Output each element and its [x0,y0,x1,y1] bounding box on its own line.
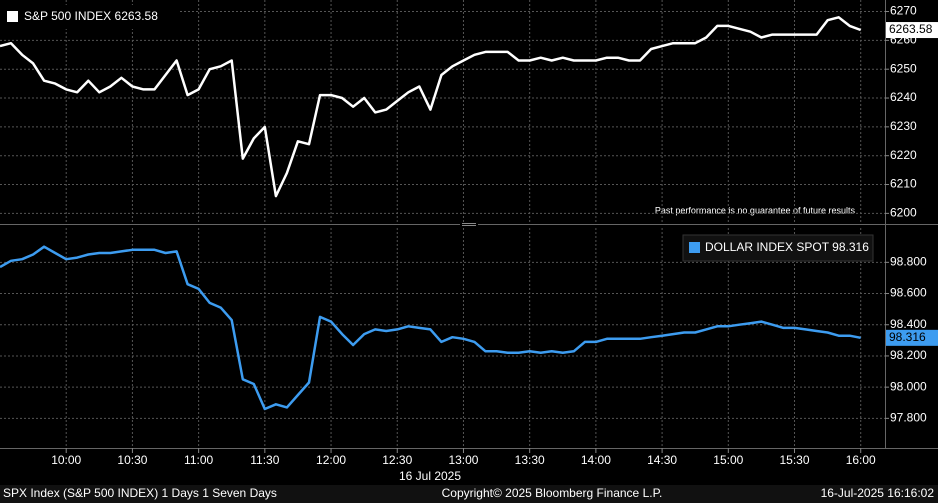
x-tick-label: 11:00 [184,453,213,467]
x-tick-label: 13:30 [515,453,545,467]
series-line [0,245,861,411]
footer-center: Copyright© 2025 Bloomberg Finance L.P. [442,486,663,500]
x-tick-label: 10:30 [117,453,147,467]
y-tick-label: 6220 [890,148,917,162]
legend-value: 6263.58 [115,9,159,23]
legend-value: 98.316 [832,240,869,254]
y-tick-label: 6240 [890,90,917,104]
legend-label: S&P 500 INDEX 6263.58 [24,9,158,23]
legend-swatch [689,242,700,253]
date-label: 16 Jul 2025 [399,469,461,483]
x-tick-label: 15:30 [779,453,809,467]
x-tick-label: 10:00 [51,453,81,467]
y-tick-label: 98.000 [890,379,927,393]
legend-label: DOLLAR INDEX SPOT 98.316 [705,240,869,254]
y-tick-label: 6270 [890,4,917,18]
last-value-tag [886,329,938,346]
separator-handle [460,222,478,227]
last-value-label: 98.316 [889,330,926,344]
x-tick-label: 11:30 [250,453,279,467]
x-tick-label: 16:00 [846,453,876,467]
x-tick-label: 15:00 [713,453,743,467]
y-tick-label: 6210 [890,177,917,191]
y-tick-label: 6250 [890,61,917,75]
footer-left: SPX Index (S&P 500 INDEX) 1 Days 1 Seven… [3,486,277,500]
footer-right: 16-Jul-2025 16:16:02 [821,486,935,500]
last-value-label: 6263.58 [889,22,933,36]
y-tick-label: 98.800 [890,254,927,268]
footer-bar [0,485,938,503]
x-tick-label: 13:00 [448,453,478,467]
legend: DOLLAR INDEX SPOT 98.316 [682,234,874,262]
y-tick-label: 6230 [890,119,917,133]
y-tick-label: 98.200 [890,348,927,362]
series-line [0,16,862,198]
legend-name: S&P 500 INDEX [24,9,111,23]
x-tick-label: 14:30 [647,453,677,467]
legend: S&P 500 INDEX 6263.58 [0,5,178,29]
x-tick-label: 14:00 [581,453,611,467]
x-tick-label: 12:00 [316,453,346,467]
legend-bg [682,234,874,262]
annotation: Past performance is no guarantee of futu… [655,205,856,215]
legend-swatch [7,11,18,22]
y-tick-label: 98.600 [890,286,927,300]
legend-bg [0,5,178,29]
legend-name: DOLLAR INDEX SPOT [705,240,830,254]
last-value-tag [886,22,938,39]
y-tick-label: 97.800 [890,411,927,425]
x-tick-label: 12:30 [382,453,412,467]
y-tick-label: 98.400 [890,317,927,331]
y-tick-label: 6200 [890,206,917,220]
